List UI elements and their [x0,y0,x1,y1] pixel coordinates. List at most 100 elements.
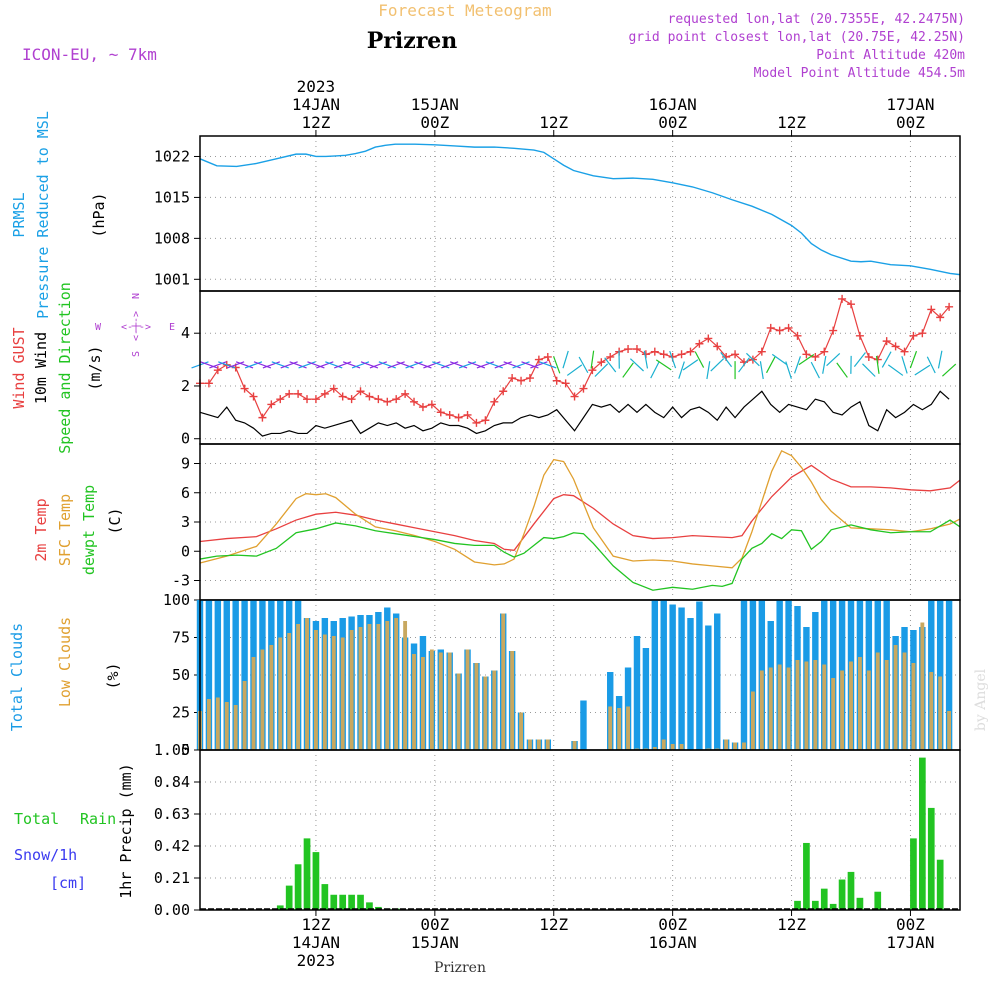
precip-bar [348,895,355,910]
wind-direction-arrow [760,361,763,379]
gust-point [678,350,686,358]
total-cloud-bar [687,618,693,750]
gust-point [258,414,266,422]
compass-west: W [95,322,102,333]
gust-point [383,398,391,406]
total-cloud-bar [580,701,586,751]
gust-point [660,350,668,358]
credit-label: by Angel [973,668,989,731]
wind-direction-arrow [316,362,333,368]
low-cloud-bar [813,660,817,750]
low-cloud-bar [341,638,345,751]
wind-gust-label: Wind GUST [10,327,28,408]
wind-direction-arrow [477,362,494,368]
dewpt-temp-line [200,520,960,590]
bottom-tick-label: 12Z [777,915,806,934]
low-cloud-bar [537,740,541,751]
y-tick-label: 1.05 [154,741,190,759]
gust-point [392,395,400,403]
wind-direction-arrow [823,356,826,374]
wind-direction-arrow [263,362,280,368]
low-cloud-bar [323,635,327,751]
top-tick-label: 00Z [658,113,687,132]
low-cloud-bar [216,698,220,751]
low-cloud-bar [947,711,951,750]
low-cloud-bar [626,707,630,751]
snow-unit-label: [cm] [50,874,86,892]
wind-direction-label: Speed and Direction [56,282,74,454]
bottom-tick-label: 00Z [658,915,687,934]
model-label: ICON-EU, ~ 7km [22,45,157,64]
y-tick-label: 0.42 [154,837,190,855]
low-cloud-bar [403,621,407,750]
wind-direction-arrow [591,351,594,369]
low-cloud-bar [760,671,764,751]
low-cloud-bar [412,654,416,750]
svg-text:<-|->: <-|-> [131,311,142,341]
low-cloud-bar [269,645,273,750]
pressure-line [200,144,960,274]
precip-bar [937,860,944,910]
wind-direction-arrow [307,362,324,368]
wind-direction-arrow [388,362,405,368]
low-cloud-bar [528,740,532,751]
wind-direction-arrow [707,361,710,379]
wind-unit: (m/s) [86,345,104,390]
gust-point [883,337,891,345]
low-cloud-bar [769,668,773,751]
wind-direction-arrow [459,362,476,368]
gust-point [606,353,614,361]
low-cloud-bar [885,660,889,750]
low-cloud-bar [751,692,755,751]
low-cloud-bar [278,638,282,751]
footer-location: Prizren [434,960,486,976]
y-tick-label: 9 [181,455,190,473]
low-cloud-bar [457,674,461,751]
low-cloud-bar [376,624,380,750]
low-cloud-bar [243,681,247,750]
low-cloud-bar [350,630,354,750]
gust-point [374,395,382,403]
total-cloud-bar [669,605,675,751]
wind-direction-arrow [361,362,378,368]
precip-bar [286,886,293,910]
wind-direction-arrow [837,363,848,378]
y-tick-label: 0.00 [154,901,190,919]
low-cloud-bar [546,740,550,751]
gust-point [651,348,659,356]
low-cloud-bar [368,624,372,750]
bottom-tick-label: 00Z [420,915,449,934]
low-cloud-bar [858,657,862,750]
low-cloud-bar [483,677,487,751]
precip-bar [304,838,311,910]
location-title: Prizren [367,28,458,54]
top-tick-label: 00Z [420,113,449,132]
wind-direction-arrow [563,351,568,368]
low-cloud-bar [501,614,505,751]
sfc-temp-label: SFC Temp [56,494,74,566]
precip-panel: 0.000.210.420.630.841.05 [154,741,960,919]
wind-direction-arrow [910,351,916,368]
precip-bar [803,843,810,910]
precip-bar [928,808,935,910]
low-cloud-bar [225,702,229,750]
precip-bar [295,864,302,910]
low-cloud-bar [475,663,479,750]
y-tick-label: 1022 [154,147,190,165]
wind-direction-arrow [423,362,440,368]
low-cloud-bar [903,653,907,751]
low-cloud-bar [831,678,835,750]
gust-point [633,345,641,353]
bottom-tick-label: 16JAN [649,933,697,952]
wind-direction-arrow [495,362,512,368]
low-cloud-bar [876,653,880,751]
gust-point [562,379,570,387]
top-tick-label: 00Z [896,113,925,132]
wind-direction-arrow [888,365,903,376]
bottom-tick-label: 12Z [539,915,568,934]
low-cloud-bar [421,657,425,750]
precip-bar [848,872,855,910]
y-tick-label: 1008 [154,229,190,247]
wind-label: 10m Wind [32,332,50,404]
